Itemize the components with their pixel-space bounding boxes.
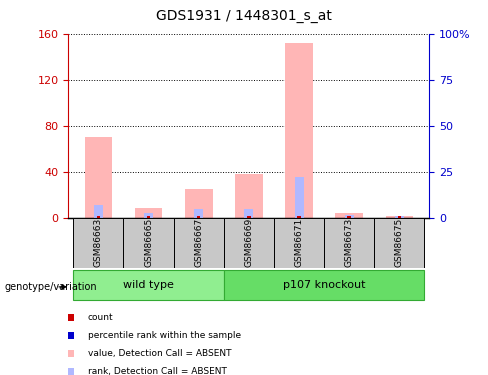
Text: percentile rank within the sample: percentile rank within the sample — [88, 331, 241, 340]
Bar — [398, 216, 401, 217]
Bar — [123, 217, 174, 268]
Bar — [374, 217, 425, 268]
Bar — [285, 43, 313, 218]
Bar — [185, 189, 212, 218]
Text: GSM86675: GSM86675 — [395, 218, 404, 267]
Bar — [347, 216, 351, 217]
Text: GDS1931 / 1448301_s_at: GDS1931 / 1448301_s_at — [156, 9, 332, 23]
Bar — [135, 209, 163, 218]
Bar — [345, 215, 354, 217]
Bar — [147, 216, 150, 217]
Bar — [335, 213, 363, 217]
Bar — [324, 217, 374, 268]
Bar — [224, 270, 425, 300]
Bar — [247, 216, 251, 217]
Text: genotype/variation: genotype/variation — [5, 282, 98, 292]
Bar — [274, 217, 324, 268]
Text: count: count — [88, 313, 114, 322]
Text: GSM86663: GSM86663 — [94, 218, 103, 267]
Bar — [84, 137, 112, 218]
Bar — [174, 217, 224, 268]
Bar — [386, 216, 413, 217]
Bar — [244, 210, 253, 218]
Bar — [94, 205, 103, 218]
Text: value, Detection Call = ABSENT: value, Detection Call = ABSENT — [88, 349, 231, 358]
Bar — [295, 177, 304, 218]
Text: GSM86673: GSM86673 — [345, 218, 354, 267]
Text: GSM86665: GSM86665 — [144, 218, 153, 267]
Bar — [395, 216, 404, 217]
Bar — [235, 174, 263, 217]
Bar — [297, 216, 301, 217]
Text: rank, Detection Call = ABSENT: rank, Detection Call = ABSENT — [88, 367, 227, 375]
Text: GSM86671: GSM86671 — [295, 218, 304, 267]
Bar — [197, 216, 201, 217]
Bar — [73, 270, 224, 300]
Bar — [194, 210, 203, 218]
Text: GSM86667: GSM86667 — [194, 218, 203, 267]
Text: p107 knockout: p107 knockout — [283, 280, 366, 290]
Bar — [97, 216, 100, 217]
Text: wild type: wild type — [123, 280, 174, 290]
Bar — [73, 217, 123, 268]
Bar — [224, 217, 274, 268]
Text: GSM86669: GSM86669 — [244, 218, 253, 267]
Bar — [144, 213, 153, 217]
